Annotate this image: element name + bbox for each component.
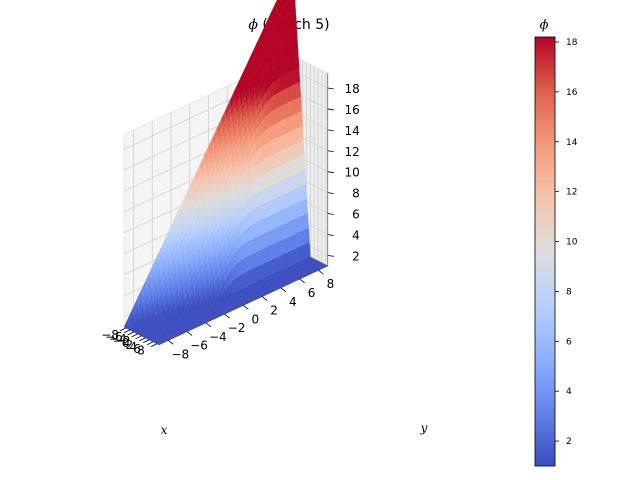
z-tick-label: 14: [344, 124, 359, 138]
z-tick-label: 12: [344, 145, 359, 159]
y-tick-label: 2: [270, 304, 278, 318]
y-tick-mark: [243, 304, 249, 310]
z-tick-mark: [327, 234, 334, 236]
colorbar-ticks: 2 4 6 8 10 12 14 16 18: [555, 38, 578, 447]
colorbar-tick-label: 8: [566, 287, 572, 297]
z-tick-label: 6: [352, 208, 360, 222]
z-tick-label: 8: [352, 187, 360, 201]
z-tick-mark: [327, 129, 334, 132]
x-tick-label: 8: [137, 344, 145, 358]
x-tick-mark: [143, 339, 150, 344]
y-tick-label: −6: [190, 339, 208, 353]
colorbar: ϕ 2 4 6 8 10 12 14 16 18: [534, 18, 578, 467]
x-tick-label: −4: [109, 332, 127, 346]
y-tick-label: 6: [308, 286, 316, 300]
y-tick-mark: [280, 287, 287, 293]
x-tick-mark: [131, 333, 138, 338]
x-tick-label: 2: [126, 338, 134, 352]
x-tick-label: 0: [122, 336, 130, 350]
z-tick-mark: [327, 108, 334, 111]
x-tick-mark: [139, 337, 146, 342]
x-tick-mark: [135, 335, 142, 340]
x-tick-mark: [146, 341, 154, 346]
y-tick-mark: [299, 278, 305, 284]
colorbar-tick-label: 14: [566, 138, 578, 148]
x-tick-mark: [119, 327, 127, 332]
x-tick-label: 4: [129, 340, 137, 354]
x-tick-mark: [127, 331, 134, 336]
colorbar-gradient: [534, 36, 556, 467]
colorbar-label: ϕ: [540, 18, 549, 33]
y-tick-label: −2: [228, 321, 246, 335]
x-tick-label: −6: [105, 330, 123, 344]
colorbar-tick-label: 18: [566, 38, 578, 48]
y-tick-mark: [168, 340, 174, 345]
y-tick-label: −4: [209, 330, 227, 344]
colorbar-tick-label: 10: [566, 238, 578, 248]
colorbar-tick-label: 6: [566, 337, 572, 347]
y-tick-label: 4: [289, 295, 297, 309]
x-tick-label: −8: [101, 328, 119, 342]
y-tick-label: −8: [171, 347, 189, 361]
x-axis-label: x: [161, 423, 168, 437]
colorbar-tick-label: 12: [566, 188, 577, 198]
x-tick-mark: [123, 329, 131, 334]
z-tick-label: 4: [352, 228, 360, 242]
x-tick-label: 6: [133, 342, 141, 356]
z-tick-label: 10: [344, 166, 359, 180]
x-tick-mark: [150, 343, 158, 348]
y-tick-mark: [186, 331, 193, 336]
y-tick-label: 0: [252, 312, 260, 326]
y-tick-mark: [318, 269, 324, 275]
z-tick-mark: [327, 87, 334, 90]
z-axis-ticks: 2 4 6 8 10 12 14 16 18: [327, 82, 360, 263]
y-tick-mark: [224, 313, 230, 319]
z-tick-mark: [327, 171, 334, 174]
x-tick-label: −2: [113, 334, 131, 348]
z-tick-label: 18: [344, 82, 359, 96]
z-tick-mark: [327, 150, 334, 153]
z-tick-mark: [327, 192, 334, 195]
z-tick-label: 16: [344, 103, 359, 117]
z-tick-mark: [327, 254, 334, 257]
surface-plot: [123, 0, 329, 345]
z-tick-label: 2: [352, 249, 360, 263]
y-tick-mark: [205, 322, 212, 328]
y-axis-label: y: [420, 421, 428, 435]
colorbar-tick-label: 4: [566, 387, 572, 397]
y-tick-mark: [261, 296, 268, 301]
y-tick-label: 8: [327, 277, 335, 291]
colorbar-tick-label: 16: [566, 88, 578, 98]
colorbar-tick-label: 2: [566, 437, 572, 447]
title-symbol: ϕ: [248, 17, 258, 33]
z-tick-mark: [327, 213, 334, 215]
